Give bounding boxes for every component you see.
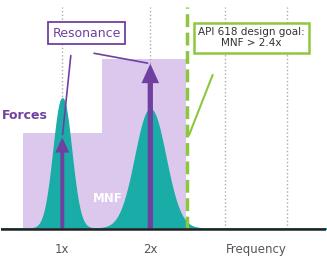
Text: API 618 design goal:
MNF > 2.4x: API 618 design goal: MNF > 2.4x — [198, 27, 305, 48]
Bar — [23, 133, 102, 228]
Text: Resonance: Resonance — [53, 27, 121, 40]
Text: 1x: 1x — [55, 243, 70, 256]
Bar — [102, 59, 185, 228]
Text: Frequency: Frequency — [225, 243, 286, 256]
Text: 2x: 2x — [143, 243, 158, 256]
Text: MNF: MNF — [93, 192, 123, 205]
FancyArrow shape — [55, 137, 69, 228]
FancyArrow shape — [142, 64, 159, 228]
Text: Forces: Forces — [2, 109, 47, 122]
